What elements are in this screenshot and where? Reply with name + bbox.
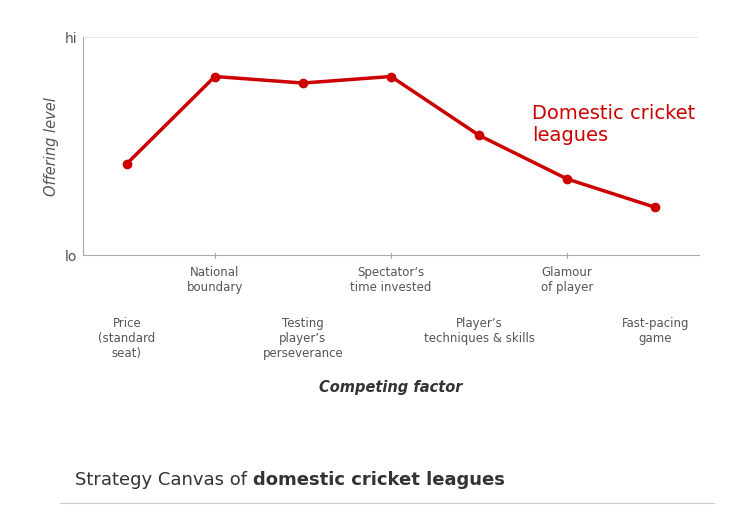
Y-axis label: Offering level: Offering level [44, 97, 59, 196]
Text: Spectatorʼs
time invested: Spectatorʼs time invested [350, 266, 432, 294]
Text: Fast-pacing
game: Fast-pacing game [622, 317, 689, 345]
Text: Price
(standard
seat): Price (standard seat) [99, 317, 156, 360]
Text: domestic cricket leagues: domestic cricket leagues [253, 471, 505, 489]
Text: National
boundary: National boundary [186, 266, 243, 294]
Text: Competing factor: Competing factor [320, 380, 462, 395]
Text: Domestic cricket
leagues: Domestic cricket leagues [532, 104, 696, 145]
Text: Strategy Canvas of: Strategy Canvas of [75, 471, 253, 489]
Text: Playerʼs
techniques & skills: Playerʼs techniques & skills [423, 317, 535, 345]
Text: Testing
playerʼs
perseverance: Testing playerʼs perseverance [262, 317, 344, 360]
Text: Glamour
of player: Glamour of player [541, 266, 593, 294]
